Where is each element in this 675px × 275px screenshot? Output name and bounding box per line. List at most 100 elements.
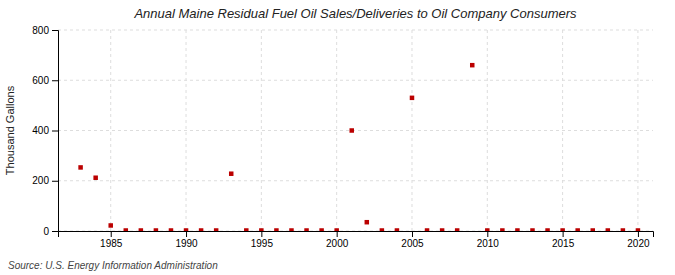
point bbox=[304, 228, 309, 231]
chart: Annual Maine Residual Fuel Oil Sales/Del… bbox=[0, 0, 675, 275]
x-tick-label: 2015 bbox=[552, 238, 575, 249]
point bbox=[259, 228, 264, 231]
x-axis-line bbox=[59, 232, 654, 238]
x-tick-label: 2010 bbox=[477, 238, 500, 249]
point bbox=[575, 228, 580, 231]
x-tick-label: 2000 bbox=[326, 238, 349, 249]
point bbox=[154, 228, 159, 231]
point bbox=[244, 228, 249, 231]
grid bbox=[58, 30, 653, 231]
plot: 1985 1990 1995 2000 2005 2010 2015 2020 0 200 400 6… bbox=[32, 25, 653, 249]
y-tick-label: 200 bbox=[32, 175, 49, 186]
point bbox=[530, 228, 535, 231]
point bbox=[108, 223, 113, 228]
x-tick-mark bbox=[487, 231, 488, 237]
x-grid-line bbox=[186, 30, 187, 231]
y-grid-line bbox=[58, 80, 653, 81]
x-tick-mark bbox=[186, 231, 187, 237]
y-grid-line bbox=[58, 180, 653, 181]
point bbox=[214, 228, 219, 231]
x-tick: 2000 bbox=[326, 231, 349, 249]
x-grid-line bbox=[411, 30, 412, 231]
point bbox=[455, 228, 460, 231]
point bbox=[440, 228, 445, 231]
point bbox=[289, 228, 294, 231]
x-tick-mark bbox=[337, 231, 338, 237]
point bbox=[606, 228, 611, 231]
point bbox=[485, 228, 490, 231]
y-tick-mark bbox=[52, 30, 58, 31]
y-tick-label: 600 bbox=[32, 75, 49, 86]
point bbox=[274, 228, 279, 231]
point bbox=[169, 228, 174, 231]
x-tick-mark bbox=[563, 231, 564, 237]
source: Source: U.S. Energy Information Administ… bbox=[8, 260, 218, 271]
y-grid-line bbox=[58, 130, 653, 131]
y-tick: 400 bbox=[32, 125, 58, 136]
y-tick: 0 bbox=[43, 226, 58, 237]
points bbox=[78, 63, 640, 231]
x-tick: 2020 bbox=[627, 231, 650, 249]
x-tick: 2005 bbox=[401, 231, 424, 249]
x-tick-label: 2005 bbox=[401, 238, 424, 249]
x-grid-line bbox=[336, 30, 337, 231]
point bbox=[621, 228, 626, 231]
point bbox=[139, 228, 144, 231]
x-tick-mark bbox=[412, 231, 413, 237]
point bbox=[93, 175, 98, 180]
x-grid-line bbox=[637, 30, 638, 231]
x-grid-line bbox=[110, 30, 111, 231]
point bbox=[334, 228, 339, 231]
x-tick: 1990 bbox=[175, 231, 198, 249]
y-tick-mark bbox=[52, 231, 58, 232]
x-grid-line bbox=[487, 30, 488, 231]
x-tick-label: 2020 bbox=[627, 238, 650, 249]
point bbox=[78, 165, 83, 170]
point bbox=[410, 96, 415, 101]
title: Annual Maine Residual Fuel Oil Sales/Del… bbox=[133, 6, 577, 21]
point bbox=[199, 228, 204, 231]
y-axis-label: Thousand Gallons bbox=[4, 85, 16, 175]
point bbox=[184, 228, 189, 231]
point bbox=[470, 63, 475, 68]
x-tick: 2010 bbox=[477, 231, 500, 249]
x-tick-mark bbox=[261, 231, 262, 237]
point bbox=[515, 228, 520, 231]
y-tick-mark bbox=[52, 80, 58, 81]
point bbox=[124, 228, 129, 231]
point bbox=[395, 228, 400, 231]
point bbox=[229, 171, 234, 176]
x-tick-label: 1990 bbox=[175, 238, 198, 249]
point bbox=[500, 228, 505, 231]
x-tick-mark bbox=[111, 231, 112, 237]
point bbox=[560, 228, 565, 231]
x-axis: 1985 1990 1995 2000 2005 2010 2015 2020 bbox=[59, 231, 654, 249]
x-tick-mark bbox=[638, 231, 639, 237]
x-tick-label: 1995 bbox=[251, 238, 274, 249]
y-axis-line bbox=[52, 31, 59, 232]
point bbox=[590, 228, 595, 231]
point bbox=[636, 228, 641, 231]
point bbox=[545, 228, 550, 231]
x-tick: 1995 bbox=[251, 231, 274, 249]
point bbox=[349, 128, 354, 133]
point bbox=[365, 220, 370, 225]
y-tick-mark bbox=[52, 131, 58, 132]
point bbox=[319, 228, 324, 231]
y-grid-line bbox=[58, 30, 653, 31]
x-tick-label: 1985 bbox=[100, 238, 123, 249]
y-tick-label: 400 bbox=[32, 125, 49, 136]
x-tick: 1985 bbox=[100, 231, 123, 249]
y-tick: 800 bbox=[32, 25, 58, 36]
y-tick-label: 800 bbox=[32, 25, 49, 36]
point bbox=[380, 228, 385, 231]
y-axis: 0 200 400 600 800 bbox=[32, 25, 58, 237]
x-grid-line bbox=[562, 30, 563, 231]
x-tick: 2015 bbox=[552, 231, 575, 249]
y-tick: 200 bbox=[32, 175, 58, 186]
y-tick: 600 bbox=[32, 75, 58, 86]
y-tick-label: 0 bbox=[43, 226, 49, 237]
y-tick-mark bbox=[52, 181, 58, 182]
x-grid-line bbox=[261, 30, 262, 231]
point bbox=[425, 228, 430, 231]
